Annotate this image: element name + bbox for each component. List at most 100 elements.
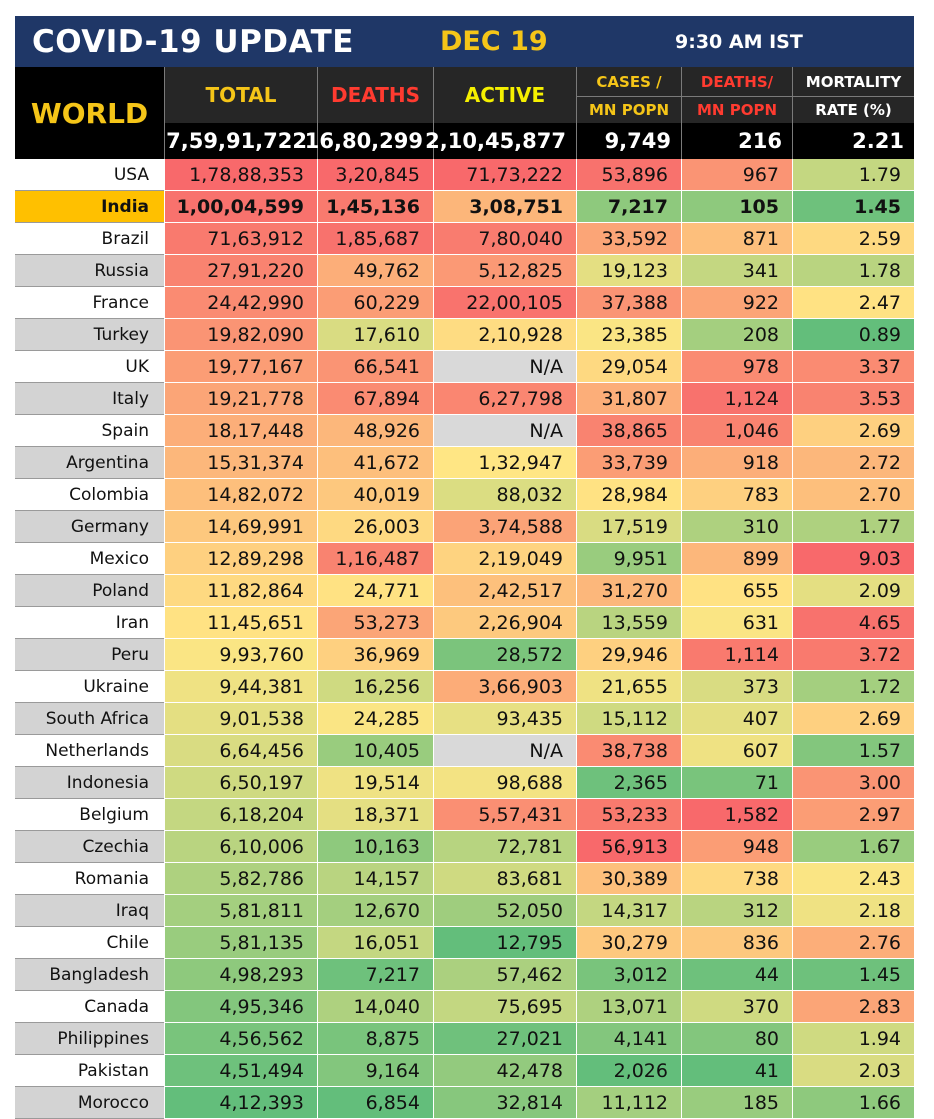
cell-total: 4,12,393 [164, 1087, 317, 1119]
cell-deaths-mn: 41 [681, 1055, 792, 1087]
cell-cases-mn: 28,984 [576, 479, 681, 511]
cell-cases-mn: 33,739 [576, 447, 681, 479]
cell-deaths: 26,003 [317, 511, 433, 543]
cell-mortality: 1.57 [792, 735, 914, 767]
cell-cases-mn: 56,913 [576, 831, 681, 863]
cell-cases-mn: 14,317 [576, 895, 681, 927]
country-name: Poland [15, 575, 164, 607]
country-name: Indonesia [15, 767, 164, 799]
cell-active: 22,00,105 [433, 287, 576, 319]
header-active: ACTIVE [433, 67, 576, 123]
cell-active: 42,478 [433, 1055, 576, 1087]
cell-active: N/A [433, 735, 576, 767]
cell-active: 27,021 [433, 1023, 576, 1055]
table-row: Argentina 15,31,374 41,672 1,32,947 33,739 91… [15, 447, 914, 479]
world-mortality: 2.21 [792, 123, 914, 159]
cell-deaths: 1,85,687 [317, 223, 433, 255]
cell-mortality: 9.03 [792, 543, 914, 575]
cell-deaths-mn: 373 [681, 671, 792, 703]
cell-total: 6,18,204 [164, 799, 317, 831]
country-name: Iraq [15, 895, 164, 927]
cell-total: 12,89,298 [164, 543, 317, 575]
cell-deaths-mn: 1,114 [681, 639, 792, 671]
cell-total: 14,69,991 [164, 511, 317, 543]
table-row: Bangladesh 4,98,293 7,217 57,462 3,012 44 1.45 [15, 959, 914, 991]
cell-mortality: 1.67 [792, 831, 914, 863]
cell-deaths-mn: 370 [681, 991, 792, 1023]
cell-active: 57,462 [433, 959, 576, 991]
table-row: Brazil 71,63,912 1,85,687 7,80,040 33,592 871… [15, 223, 914, 255]
country-name: USA [15, 159, 164, 191]
cell-total: 4,56,562 [164, 1023, 317, 1055]
world-total: 7,59,91,722 [164, 123, 317, 159]
cell-deaths-mn: 899 [681, 543, 792, 575]
cell-cases-mn: 13,559 [576, 607, 681, 639]
cell-mortality: 2.03 [792, 1055, 914, 1087]
country-name: Netherlands [15, 735, 164, 767]
cell-deaths-mn: 310 [681, 511, 792, 543]
cell-deaths: 14,157 [317, 863, 433, 895]
cell-mortality: 1.79 [792, 159, 914, 191]
header-deaths-mn-line1: DEATHS/ [681, 67, 792, 97]
cell-deaths-mn: 208 [681, 319, 792, 351]
cell-deaths-mn: 105 [681, 191, 792, 223]
table-row: Peru 9,93,760 36,969 28,572 29,946 1,114 3.72 [15, 639, 914, 671]
cell-cases-mn: 31,807 [576, 383, 681, 415]
cell-active: 2,19,049 [433, 543, 576, 575]
cell-mortality: 1.66 [792, 1087, 914, 1119]
table-row: Colombia 14,82,072 40,019 88,032 28,984 783 2.… [15, 479, 914, 511]
cell-mortality: 3.00 [792, 767, 914, 799]
page-title: COVID-19 UPDATE [32, 24, 354, 60]
cell-active: 5,57,431 [433, 799, 576, 831]
cell-active: 2,26,904 [433, 607, 576, 639]
cell-cases-mn: 29,946 [576, 639, 681, 671]
cell-cases-mn: 7,217 [576, 191, 681, 223]
cell-cases-mn: 15,112 [576, 703, 681, 735]
cell-cases-mn: 30,279 [576, 927, 681, 959]
cell-deaths-mn: 407 [681, 703, 792, 735]
cell-deaths: 40,019 [317, 479, 433, 511]
cell-total: 1,00,04,599 [164, 191, 317, 223]
table-row: Indonesia 6,50,197 19,514 98,688 2,365 71 3.00 [15, 767, 914, 799]
country-name: Italy [15, 383, 164, 415]
cell-mortality: 2.72 [792, 447, 914, 479]
table-row: Poland 11,82,864 24,771 2,42,517 31,270 655 2.… [15, 575, 914, 607]
cell-cases-mn: 2,026 [576, 1055, 681, 1087]
cell-deaths: 41,672 [317, 447, 433, 479]
header-cases-mn-line2: MN POPN [576, 97, 681, 123]
cell-active: 6,27,798 [433, 383, 576, 415]
cell-total: 15,31,374 [164, 447, 317, 479]
table-row: Spain 18,17,448 48,926 N/A 38,865 1,046 2.69 [15, 415, 914, 447]
cell-deaths: 10,405 [317, 735, 433, 767]
table-row: Germany 14,69,991 26,003 3,74,588 17,519 310 1… [15, 511, 914, 543]
country-name: Turkey [15, 319, 164, 351]
cell-deaths-mn: 738 [681, 863, 792, 895]
cell-total: 19,77,167 [164, 351, 317, 383]
cell-deaths: 17,610 [317, 319, 433, 351]
table-row: Canada 4,95,346 14,040 75,695 13,071 370 2.83 [15, 991, 914, 1023]
cell-deaths-mn: 341 [681, 255, 792, 287]
country-name: Belgium [15, 799, 164, 831]
country-name: India [15, 191, 164, 223]
table-row: Romania 5,82,786 14,157 83,681 30,389 738 2.43 [15, 863, 914, 895]
country-name: Brazil [15, 223, 164, 255]
country-name: Ukraine [15, 671, 164, 703]
cell-total: 4,51,494 [164, 1055, 317, 1087]
header-deaths: DEATHS [317, 67, 433, 123]
cell-total: 5,81,135 [164, 927, 317, 959]
cell-mortality: 3.53 [792, 383, 914, 415]
country-name: Peru [15, 639, 164, 671]
cell-deaths-mn: 44 [681, 959, 792, 991]
table-header: WORLD TOTAL DEATHS ACTIVE CASES / MN POP… [15, 67, 914, 159]
cell-mortality: 2.70 [792, 479, 914, 511]
cell-deaths-mn: 967 [681, 159, 792, 191]
cell-deaths-mn: 871 [681, 223, 792, 255]
cell-deaths: 9,164 [317, 1055, 433, 1087]
cell-active: 1,32,947 [433, 447, 576, 479]
cell-active: N/A [433, 351, 576, 383]
cell-total: 24,42,990 [164, 287, 317, 319]
time-label: 9:30 AM IST [675, 31, 803, 53]
cell-deaths: 7,217 [317, 959, 433, 991]
cell-active: 88,032 [433, 479, 576, 511]
table-row: France 24,42,990 60,229 22,00,105 37,388 922 2… [15, 287, 914, 319]
